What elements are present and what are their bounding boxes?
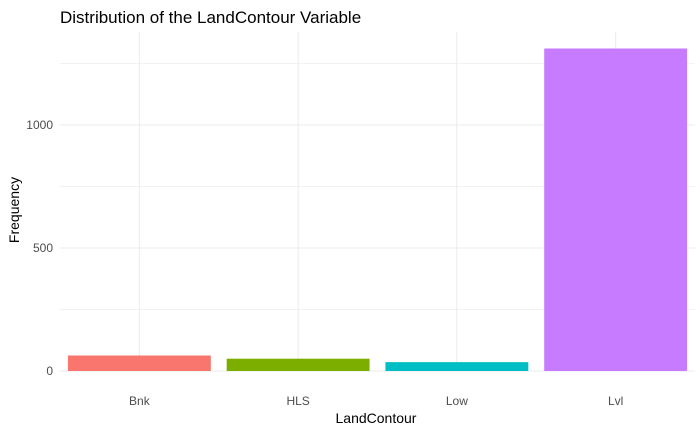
bar-bnk bbox=[67, 355, 211, 371]
y-axis-ticks: 0 500 1000 bbox=[26, 118, 53, 378]
x-tick-label: Bnk bbox=[129, 394, 151, 408]
x-tick-label: Lvl bbox=[608, 394, 623, 408]
y-axis-title: Frequency bbox=[6, 177, 22, 243]
bar-hls bbox=[226, 358, 370, 371]
bar-lvl bbox=[544, 48, 688, 372]
x-axis-ticks: Bnk HLS Low Lvl bbox=[129, 394, 623, 408]
y-tick-label: 0 bbox=[46, 364, 53, 378]
y-tick-label: 500 bbox=[33, 241, 53, 255]
x-tick-label: HLS bbox=[286, 394, 309, 408]
chart-title: Distribution of the LandContour Variable bbox=[60, 8, 361, 27]
y-tick-label: 1000 bbox=[26, 118, 53, 132]
bar-low bbox=[385, 362, 529, 371]
x-tick-label: Low bbox=[446, 394, 468, 408]
bars bbox=[67, 48, 688, 372]
x-axis-title: LandContour bbox=[336, 410, 417, 426]
